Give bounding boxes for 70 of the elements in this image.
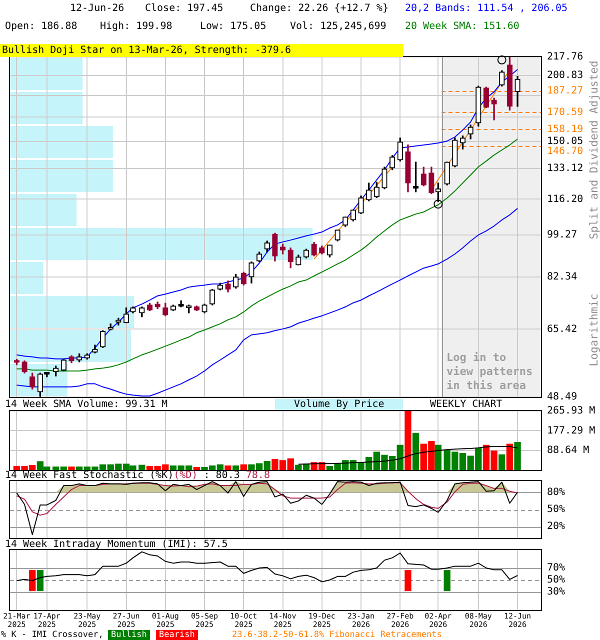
bar bbox=[404, 411, 412, 470]
text: Low: 175.05 bbox=[200, 21, 266, 33]
text: Change: 22.26 {+12.7 %} bbox=[250, 3, 388, 15]
y-tick-label: 217.76 bbox=[547, 52, 584, 63]
bar bbox=[498, 454, 506, 470]
text: Volume By Price bbox=[275, 399, 404, 410]
text: 20 Week SMA: 151.60 bbox=[405, 21, 520, 33]
text: 23.6-38.2-50-61.8% Fibonacci Retracements bbox=[232, 630, 442, 640]
ref-line-label: 170.59 bbox=[547, 106, 584, 118]
bar bbox=[412, 432, 420, 470]
y-tick-label: 99.27 bbox=[547, 229, 578, 240]
y-tick-label: 65.42 bbox=[547, 324, 578, 335]
bar bbox=[10, 160, 113, 192]
bar bbox=[506, 444, 514, 470]
series-label: (%D) bbox=[174, 470, 198, 481]
bar bbox=[10, 58, 83, 90]
y-axis-title: Split and Dividend Adjusted bbox=[588, 60, 600, 240]
bar bbox=[10, 262, 44, 294]
y-tick-label: 30% bbox=[547, 586, 566, 598]
bar bbox=[10, 194, 77, 226]
y-tick-label: 265.93 M bbox=[547, 406, 596, 417]
bar bbox=[434, 444, 442, 470]
bar bbox=[68, 466, 75, 470]
chart-title: 14 Week Fast Stochastic bbox=[5, 470, 144, 481]
y-tick-label: 48.49 bbox=[547, 392, 578, 403]
text: Bearish bbox=[156, 630, 198, 640]
bar bbox=[10, 330, 132, 362]
annotation: : 80.3 bbox=[204, 470, 240, 481]
bar bbox=[224, 465, 232, 470]
text: High: 199.98 bbox=[100, 21, 172, 33]
y-tick-label: 116.20 bbox=[547, 194, 584, 205]
text: Bullish bbox=[108, 630, 150, 640]
y-tick-label: 150.05 bbox=[547, 136, 584, 147]
bar bbox=[138, 464, 146, 470]
ref-line-label: 187.27 bbox=[547, 86, 584, 97]
chart-title: 14 Week SMA Volume: 99.31 M bbox=[5, 399, 168, 411]
y-tick-label: 177.29 M bbox=[547, 425, 596, 436]
bar bbox=[10, 296, 134, 328]
bar bbox=[514, 442, 521, 470]
annotation: 78.8 bbox=[246, 470, 270, 481]
y-tick-label: 20% bbox=[547, 521, 566, 532]
bar bbox=[10, 92, 83, 124]
y-tick-label: 50% bbox=[547, 504, 566, 516]
y-tick-label: 70% bbox=[547, 562, 566, 574]
bar bbox=[10, 228, 313, 260]
text: Vol: 125,245,699 bbox=[290, 21, 386, 33]
text: 12-Jun-26 bbox=[70, 3, 124, 15]
candlestick bbox=[491, 98, 497, 120]
y-tick-label: 82.34 bbox=[547, 272, 578, 283]
text: 20,2 Bands: 111.54 , 206.05 bbox=[405, 3, 568, 15]
band-label: Log in to view patterns in this area bbox=[446, 351, 533, 392]
bar bbox=[10, 126, 113, 158]
y-tick-label: 200.83 bbox=[547, 70, 584, 81]
bar bbox=[232, 465, 240, 470]
bar bbox=[240, 464, 247, 470]
text: Logarithmic bbox=[588, 294, 600, 366]
y-tick-label: 80% bbox=[547, 486, 566, 498]
text: Close: 197.45 bbox=[145, 3, 224, 15]
text: WEEKLY CHART bbox=[430, 399, 502, 411]
text: Open: 186.88 bbox=[5, 21, 78, 33]
ref-line-label: 146.70 bbox=[547, 146, 584, 157]
y-tick-label: 133.12 bbox=[547, 162, 584, 174]
legend-title: % K - IMI Crossover, bbox=[1, 630, 104, 640]
y-tick-label: 88.64 M bbox=[547, 444, 590, 456]
chart-title: 14 Week Intraday Momentum (IMI): 57.5 bbox=[5, 539, 228, 550]
series-label: (%K) bbox=[150, 470, 174, 481]
y-tick-label: 50% bbox=[547, 574, 566, 586]
ref-line-label: 158.19 bbox=[547, 124, 584, 135]
bar bbox=[193, 467, 200, 470]
highlight-strip: Bullish Doji Star on 13-Mar-26, Strength: -379.6 bbox=[0, 44, 403, 57]
